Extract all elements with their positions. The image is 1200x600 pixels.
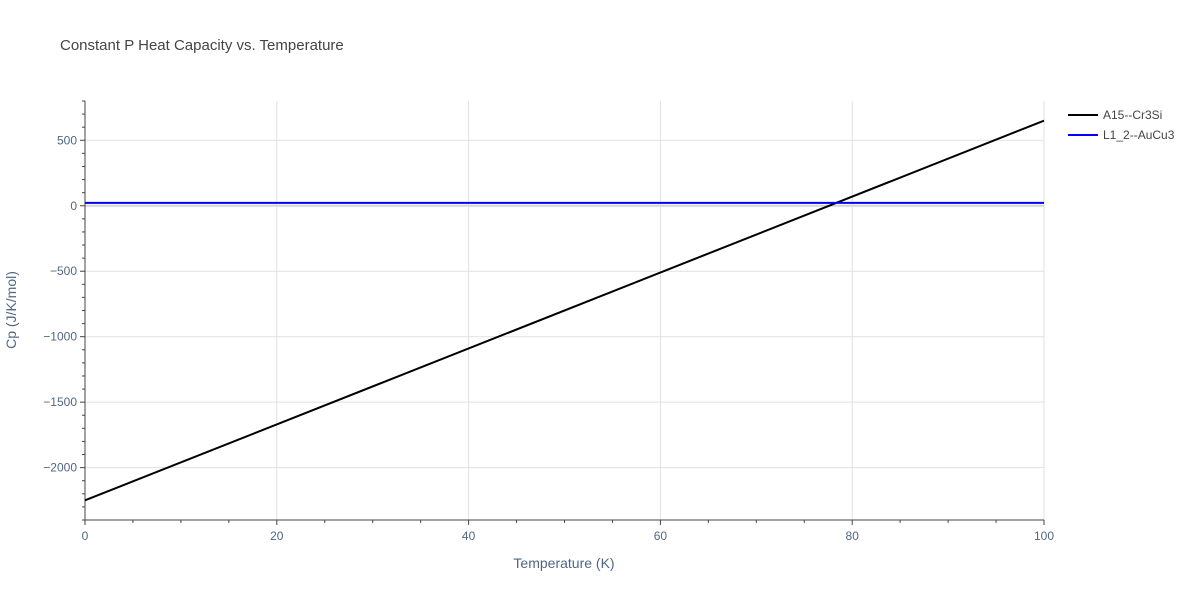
x-tick-label: 100 bbox=[1034, 529, 1054, 543]
tick-labels: 0 20 40 60 80 100 500 0 −500 −1000 −1500 −2000 bbox=[43, 133, 1054, 543]
legend-label: A15--Cr3Si bbox=[1103, 108, 1162, 122]
x-axis-title: Temperature (K) bbox=[513, 555, 614, 571]
axes bbox=[80, 100, 1045, 525]
legend-label: L1_2--AuCu3 bbox=[1103, 128, 1175, 142]
x-tick-label: 20 bbox=[270, 529, 284, 543]
y-tick-label: 500 bbox=[57, 133, 77, 147]
y-tick-label: 0 bbox=[70, 199, 77, 213]
y-tick-label: −2000 bbox=[43, 461, 77, 475]
legend-item[interactable]: L1_2--AuCu3 bbox=[1068, 128, 1175, 142]
y-tick-label: −500 bbox=[50, 264, 77, 278]
series-line bbox=[84, 119, 1045, 502]
chart-title: Constant P Heat Capacity vs. Temperature bbox=[60, 37, 344, 54]
x-tick-label: 60 bbox=[654, 529, 668, 543]
y-axis-title: Cp (J/K/mol) bbox=[3, 271, 19, 349]
y-tick-label: −1500 bbox=[43, 395, 77, 409]
x-tick-label: 40 bbox=[462, 529, 476, 543]
plot-series bbox=[84, 119, 1045, 502]
legend[interactable]: A15--Cr3Si L1_2--AuCu3 bbox=[1068, 108, 1175, 142]
x-tick-label: 80 bbox=[846, 529, 860, 543]
gridlines bbox=[85, 101, 1045, 520]
y-tick-label: −1000 bbox=[43, 330, 77, 344]
legend-item[interactable]: A15--Cr3Si bbox=[1068, 108, 1162, 122]
x-tick-label: 0 bbox=[82, 529, 89, 543]
